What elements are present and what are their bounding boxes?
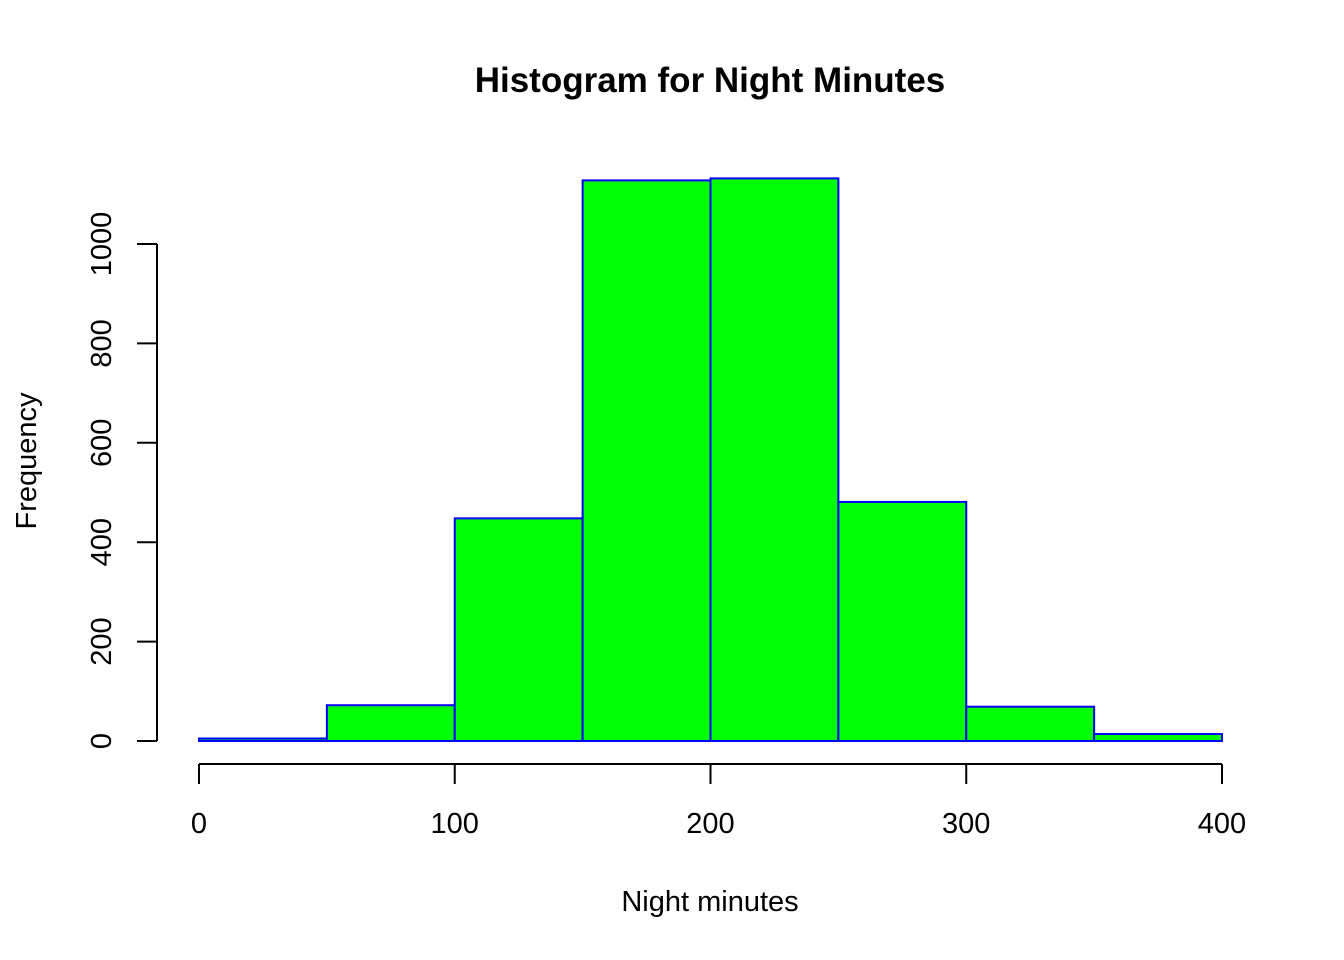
x-tick-label: 100 xyxy=(431,808,479,840)
x-tick-label: 0 xyxy=(191,808,207,840)
y-axis-label: Frequency xyxy=(11,392,43,530)
x-axis: 0 100 200 300 400 xyxy=(191,763,1246,840)
y-tick-label: 800 xyxy=(86,319,118,367)
x-tick-label: 300 xyxy=(942,808,990,840)
x-tick-label: 200 xyxy=(686,808,734,840)
histogram-bar xyxy=(1093,733,1223,742)
y-axis: 0 200 400 600 800 1000 xyxy=(86,212,158,749)
y-tick-label: 0 xyxy=(86,733,118,749)
chart-title: Histogram for Night Minutes xyxy=(475,61,946,100)
y-tick-label: 400 xyxy=(86,518,118,566)
histogram-bar xyxy=(965,705,1096,742)
y-tick-label: 200 xyxy=(86,617,118,665)
histogram-bar xyxy=(325,704,456,743)
x-axis-label: Night minutes xyxy=(621,886,798,918)
x-tick-label: 400 xyxy=(1198,808,1246,840)
bars-group xyxy=(198,177,1223,743)
histogram-bar xyxy=(453,517,584,742)
y-tick-label: 1000 xyxy=(86,212,118,277)
y-tick-label: 600 xyxy=(86,419,118,467)
histogram-bar xyxy=(581,179,712,743)
histogram-bar xyxy=(709,177,840,742)
histogram-bar xyxy=(198,737,328,743)
histogram-bar xyxy=(837,500,968,742)
